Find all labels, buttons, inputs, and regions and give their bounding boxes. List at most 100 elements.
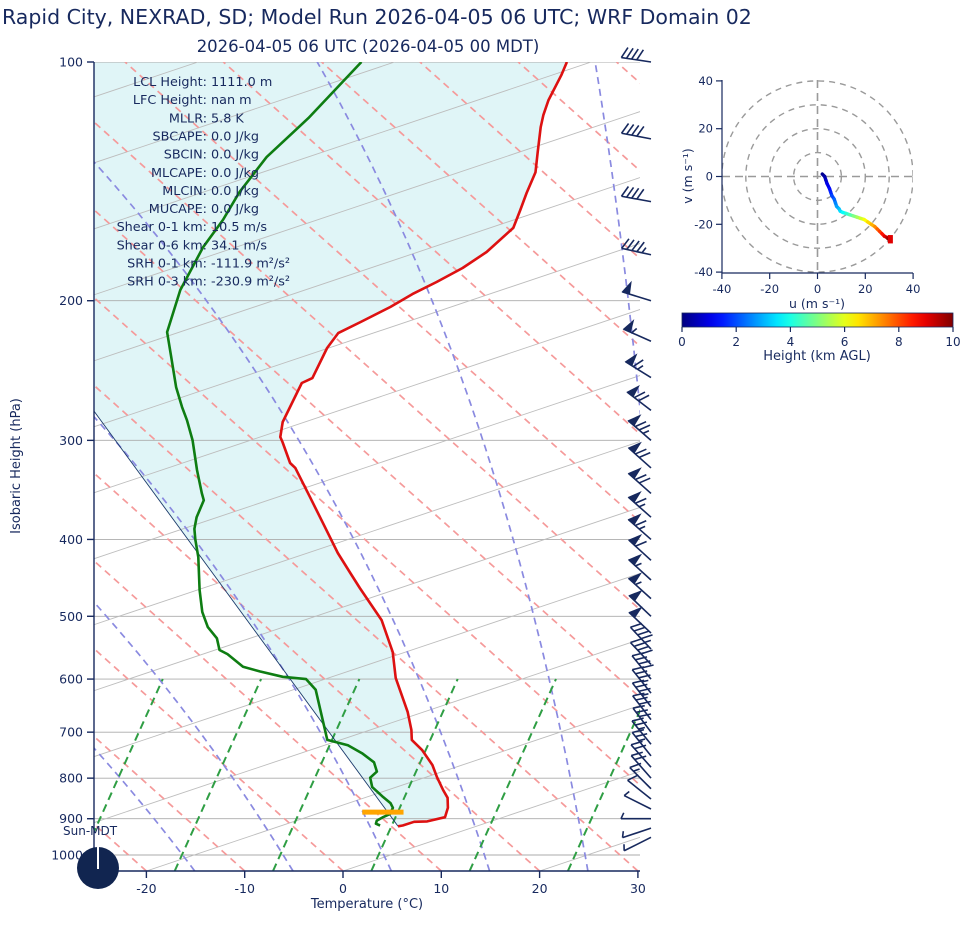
wind-barb: [622, 319, 652, 343]
barb-staff: [623, 794, 652, 810]
isotherm-line: [146, 704, 640, 871]
index-value: 0.0 J/kg: [211, 148, 259, 163]
hodograph-y-axis-title: v (m s⁻¹): [680, 148, 695, 203]
index-label: SBCAPE:: [153, 129, 207, 144]
barb-flag: [624, 353, 638, 367]
mixing-ratio-line: [468, 678, 557, 871]
shaded-area: [94, 62, 567, 827]
figure-title: Rapid City, NEXRAD, SD; Model Run 2026-0…: [2, 5, 752, 29]
y-tick-label: 400: [59, 532, 83, 547]
barb-feather: [634, 420, 647, 428]
barb-flag: [627, 534, 643, 546]
x-tick-label: 30: [630, 881, 646, 896]
colorbar-tick-label: 8: [895, 335, 903, 349]
barb-feather: [632, 728, 645, 734]
barb-staff: [631, 731, 652, 757]
barb-flag: [621, 280, 632, 295]
index-value: 0.0 J/kg: [211, 129, 259, 144]
barb-feather: [633, 641, 646, 648]
dewpoint-curve: [165, 62, 395, 827]
figure-subtitle: 2026-04-05 06 UTC (2026-04-05 00 MDT): [197, 37, 540, 56]
dry-adiabat-line: [321, 62, 640, 348]
barb-feather: [635, 683, 648, 688]
barb-feather: [635, 721, 648, 726]
barb-flag: [622, 319, 635, 333]
barb-flag: [627, 441, 642, 454]
moon-phase-icon: [77, 847, 119, 889]
barb-feather: [638, 700, 651, 705]
wind-barb: [627, 414, 652, 441]
wind-barb-column: [620, 47, 654, 852]
wind-barb: [627, 441, 652, 469]
barb-feather: [629, 762, 642, 769]
barb-feather: [633, 391, 646, 399]
wind-barb: [627, 774, 652, 800]
isotherm-line: [94, 440, 640, 626]
wind-barb: [621, 827, 652, 839]
isotherm-line: [94, 309, 640, 494]
barb-feather: [634, 755, 647, 761]
barb-feather: [631, 751, 643, 757]
barb-feather: [637, 645, 650, 651]
dry-adiabat-line: [615, 62, 640, 85]
barb-half-feather: [641, 247, 647, 254]
isotherm-line: [539, 836, 640, 871]
isotherm-line: [94, 111, 640, 296]
wind-barb: [631, 717, 652, 745]
y-tick-label: 1000: [51, 848, 83, 863]
barb-feather: [630, 622, 643, 629]
hodograph-x-tick-label: 0: [814, 282, 821, 296]
wind-barb: [630, 740, 652, 768]
barb-half-feather: [623, 790, 630, 797]
index-value: nan m: [211, 93, 252, 108]
barb-feather: [632, 679, 645, 684]
barb-feather: [636, 49, 645, 61]
barb-feather: [634, 744, 647, 750]
barb-half-feather: [642, 430, 650, 435]
wind-barb: [624, 353, 652, 379]
dry-adiabat-line: [94, 120, 640, 611]
barb-flag: [627, 513, 642, 526]
skewt-axes: 100 200 300 400 500 600 700 800 900 1000 -20 -10 0 10…: [51, 55, 646, 897]
barb-feather: [635, 709, 649, 714]
barb-staff: [629, 626, 652, 650]
barb-flag: [627, 553, 643, 566]
barb-half-feather: [638, 738, 646, 742]
sounding-indices-block: LCL Height: 1111.0 m LFC Height: nan m MLLR:…: [117, 75, 290, 290]
barb-flag: [627, 414, 642, 427]
wind-barb: [623, 836, 652, 852]
wind-barb: [620, 812, 651, 820]
colorbar-label: Height (km AGL): [763, 349, 871, 364]
isotherm-line: [94, 177, 640, 362]
index-value: 34.1 m/s: [211, 238, 267, 253]
barb-feather: [632, 666, 645, 671]
index-label: MLLR:: [169, 111, 207, 126]
barb-feather: [631, 717, 644, 722]
barb-feather: [633, 626, 646, 632]
barb-half-feather: [638, 503, 646, 508]
index-value: 0.0 J/kg: [211, 202, 259, 217]
wind-barb: [631, 728, 652, 757]
barb-half-feather: [641, 693, 649, 697]
y-tick-label: 500: [59, 609, 83, 624]
y-axis-title: Isobaric Height (hPa): [9, 398, 24, 534]
wind-barb: [627, 513, 652, 541]
barb-staff: [629, 766, 652, 790]
barb-staff: [621, 56, 652, 63]
hodograph-y-tick-label: 0: [706, 170, 713, 184]
moist-adiabat-line: [316, 62, 589, 871]
barb-half-feather: [621, 831, 625, 838]
isotherm-line: [94, 375, 640, 560]
barb-half-feather: [635, 562, 642, 567]
hodograph-x-tick-label: 20: [858, 282, 873, 296]
barb-feather: [632, 704, 645, 709]
y-tick-label: 700: [59, 725, 83, 740]
wind-barb: [628, 589, 652, 617]
dry-adiabat-line: [124, 62, 640, 523]
barb-flag: [628, 589, 643, 602]
wind-barb: [627, 553, 652, 581]
sun-mdt-label: Sun-MDT: [63, 824, 118, 838]
hodograph-inset: -40 -20 0 20 40 40 20 0 -20 -40: [694, 74, 920, 296]
index-value: 10.5 m/s: [211, 220, 267, 235]
hodograph-clip-group: [722, 80, 913, 273]
